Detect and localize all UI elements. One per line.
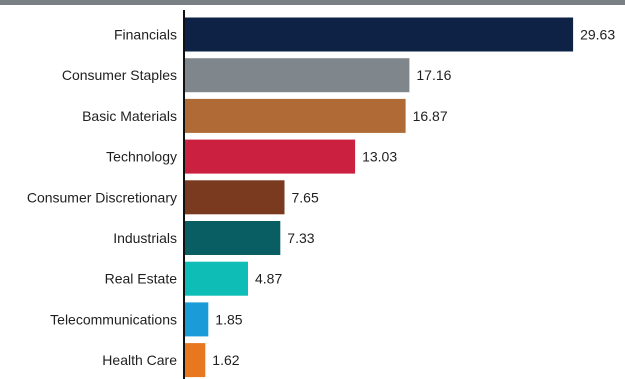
value-label: 7.33	[287, 230, 314, 246]
category-label: Consumer Discretionary	[27, 189, 177, 205]
value-labels: 29.63 17.16 16.87 13.03 7.65 7.33 4.87 1.85 1.62	[212, 27, 615, 369]
header-bar	[0, 0, 625, 5]
bar-real-estate	[184, 261, 248, 296]
bar-financials	[184, 17, 574, 52]
category-label: Basic Materials	[82, 108, 177, 124]
category-label: Industrials	[113, 230, 177, 246]
bar-consumer-staples	[184, 58, 410, 93]
value-label: 13.03	[362, 149, 397, 165]
value-label: 1.85	[215, 311, 242, 327]
value-label: 1.62	[212, 352, 239, 368]
category-labels: Financials Consumer Staples Basic Material…	[27, 27, 177, 369]
category-label: Technology	[106, 149, 177, 165]
category-label: Health Care	[102, 352, 177, 368]
bar-industrials	[184, 221, 281, 255]
bar-consumer-discretionary	[184, 180, 285, 215]
category-label: Real Estate	[105, 271, 178, 287]
bar-health-care	[184, 343, 206, 378]
value-label: 17.16	[416, 67, 451, 83]
value-label: 29.63	[580, 27, 615, 43]
bar-technology	[184, 139, 356, 174]
value-label: 4.87	[255, 271, 282, 287]
category-label: Financials	[114, 27, 177, 43]
bars-layer	[184, 17, 574, 378]
category-label: Consumer Staples	[62, 67, 177, 83]
value-label: 16.87	[413, 108, 448, 124]
value-label: 7.65	[292, 189, 319, 205]
bar-telecommunications	[184, 302, 209, 337]
category-label: Telecommunications	[50, 311, 177, 327]
bar-basic-materials	[184, 98, 406, 133]
